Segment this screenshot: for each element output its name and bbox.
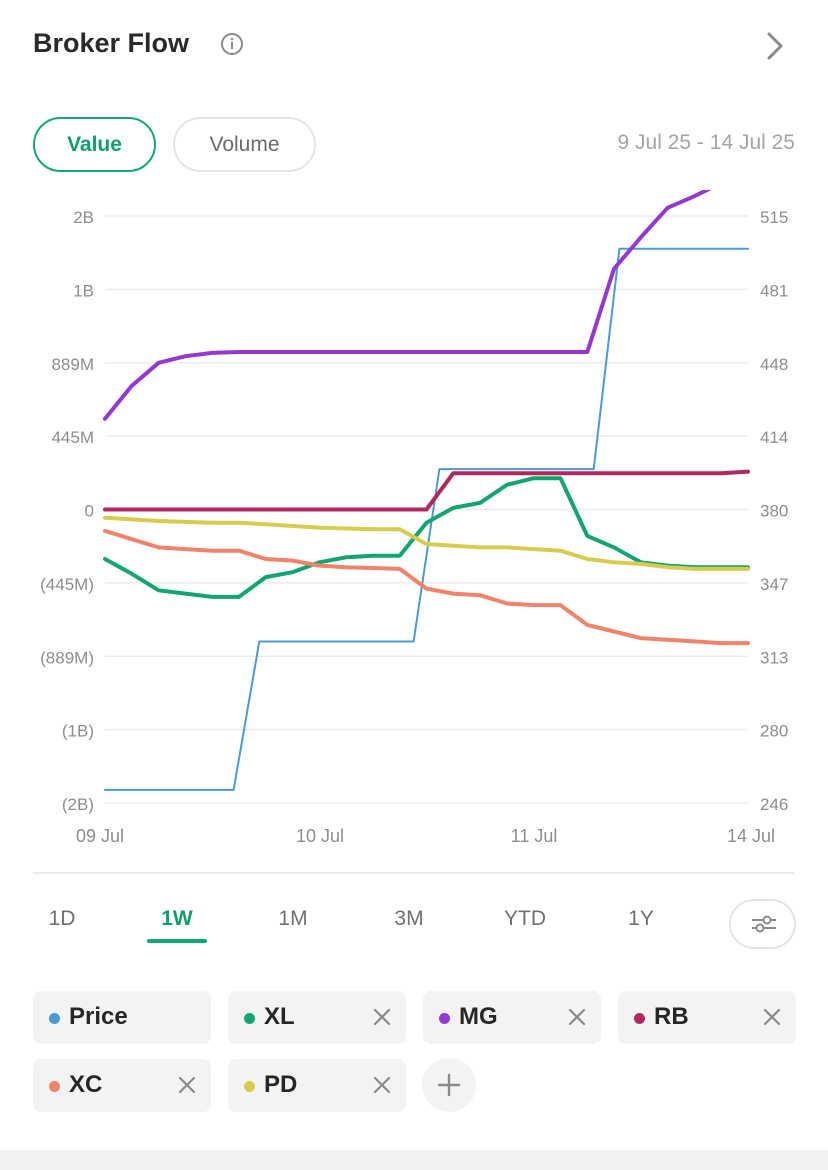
y-right-tick-label: 347 [760, 575, 788, 594]
y-right-tick-label: 313 [760, 648, 788, 667]
y-left-tick-label: 445M [51, 428, 94, 447]
y-right-tick-label: 448 [760, 355, 788, 374]
y-right-tick-label: 481 [760, 281, 788, 300]
x-tick-label: 11 Jul [511, 826, 558, 846]
legend-chip-label: RB [654, 1003, 689, 1030]
y-left-tick-label: (1B) [62, 722, 94, 741]
close-icon[interactable] [372, 1075, 392, 1095]
y-right-tick-label: 246 [760, 795, 788, 814]
legend-chip-label: PD [264, 1071, 298, 1098]
x-tick-label: 09 Jul [76, 826, 124, 846]
series-line-xc [103, 528, 750, 646]
legend-dot [244, 1013, 255, 1024]
y-left-tick-label: 2B [73, 208, 94, 227]
legend-chip-xl[interactable]: XL [228, 991, 406, 1044]
range-tab-1w[interactable]: 1W [161, 907, 193, 930]
legend-dot [439, 1013, 450, 1024]
close-icon[interactable] [762, 1007, 782, 1027]
legend-dot [49, 1081, 60, 1092]
legend-chip-label: XC [69, 1071, 103, 1098]
bottom-band [0, 1150, 828, 1170]
legend-chip-rb[interactable]: RB [618, 991, 796, 1044]
y-left-tick-label: 0 [85, 502, 94, 521]
y-left-tick-label: (2B) [62, 795, 94, 814]
y-left-tick-label: 889M [51, 355, 94, 374]
legend-dot [244, 1081, 255, 1092]
x-tick-label: 10 Jul [296, 826, 344, 846]
range-active-underline [147, 939, 207, 943]
y-right-tick-label: 515 [760, 208, 788, 227]
series-line-mg [103, 190, 712, 421]
legend-chip-label: MG [459, 1003, 498, 1030]
range-tab-1m[interactable]: 1M [278, 907, 308, 930]
legend-chip-label: XL [264, 1003, 295, 1030]
divider [33, 872, 795, 874]
legend-chip-mg[interactable]: MG [423, 991, 601, 1044]
plus-icon [437, 1073, 461, 1097]
close-icon[interactable] [177, 1075, 197, 1095]
card-header: Broker Flow [33, 24, 795, 68]
legend-chip-price[interactable]: Price [33, 991, 211, 1044]
x-tick-label: 14 Jul [727, 826, 775, 846]
y-left-tick-label: 1B [73, 281, 94, 300]
range-tab-1y[interactable]: 1Y [628, 907, 654, 930]
close-icon[interactable] [567, 1007, 587, 1027]
y-right-tick-label: 280 [760, 722, 788, 741]
broker-flow-chart: 2B 515 1B 481 889M 448 445M 414 0 380 (445M) 347 (88… [40, 190, 788, 846]
sliders-icon [752, 915, 776, 933]
close-icon[interactable] [372, 1007, 392, 1027]
range-selector: 1D 1W 1M 3M YTD 1Y [0, 895, 828, 955]
volume-toggle-button[interactable]: Volume [173, 117, 316, 172]
legend-dot [634, 1013, 645, 1024]
series-line-pd [103, 515, 750, 571]
value-toggle-button[interactable]: Value [33, 117, 156, 172]
y-right-tick-label: 380 [760, 502, 788, 521]
y-right-tick-label: 414 [760, 428, 788, 447]
add-series-button[interactable] [422, 1058, 476, 1112]
series-line-price [104, 247, 749, 791]
series-line-rb [103, 469, 750, 512]
filter-settings-button[interactable] [729, 899, 796, 949]
series-line-xl [103, 476, 750, 599]
legend-chip-label: Price [69, 1003, 128, 1030]
y-left-tick-label: (445M) [40, 575, 94, 594]
info-circle-icon[interactable] [220, 32, 244, 56]
range-tab-3m[interactable]: 3M [394, 907, 424, 930]
legend-dot [49, 1013, 60, 1024]
range-tab-ytd[interactable]: YTD [504, 907, 546, 930]
chevron-right-icon[interactable] [763, 28, 787, 64]
legend-chip-pd[interactable]: PD [228, 1059, 406, 1112]
legend-chip-xc[interactable]: XC [33, 1059, 211, 1112]
y-left-tick-label: (889M) [40, 648, 94, 667]
card-title: Broker Flow [33, 28, 190, 58]
range-tab-1d[interactable]: 1D [48, 907, 76, 930]
date-range-label: 9 Jul 25 - 14 Jul 25 [617, 131, 795, 154]
